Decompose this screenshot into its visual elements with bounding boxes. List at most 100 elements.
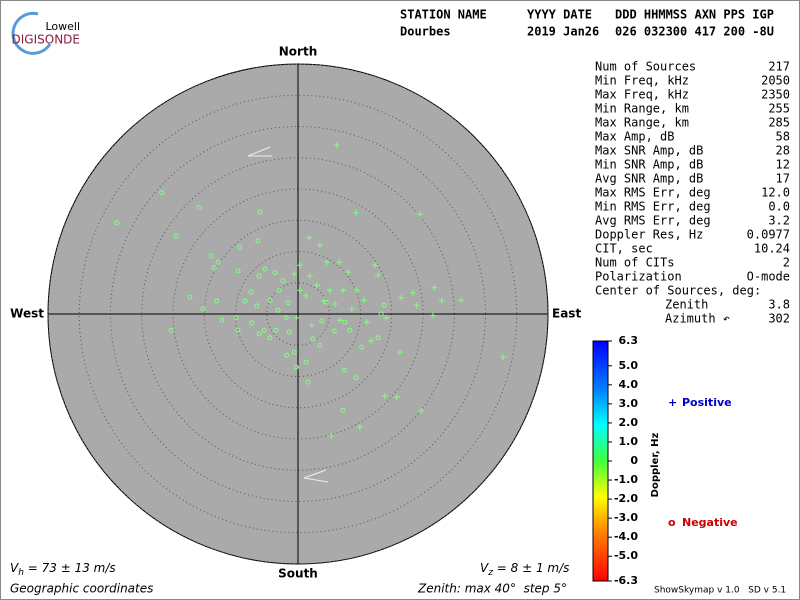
source-positive: [296, 262, 303, 269]
source-positive: [293, 314, 300, 321]
colorbar-tick-label: 0: [630, 454, 638, 467]
source-positive: [340, 287, 346, 294]
source-negative: [353, 375, 359, 381]
source-positive: [353, 287, 360, 294]
stat-label: CIT, sec: [595, 242, 653, 256]
stat-value: 12: [776, 158, 790, 172]
source-negative: [331, 328, 337, 334]
source-positive: [328, 432, 335, 439]
source-negative: [317, 342, 323, 348]
colorbar-tick-label: -6.3: [614, 574, 638, 587]
source-positive: [368, 337, 375, 344]
source-negative: [381, 302, 387, 308]
source-negative: [114, 220, 120, 226]
source-positive: [308, 322, 315, 329]
stat-label: Avg SNR Amp, dB: [595, 172, 703, 186]
logo-top: Lowell: [45, 20, 80, 33]
source-positive: [381, 392, 388, 399]
source-positive: [438, 297, 445, 304]
source-positive: [416, 211, 423, 217]
header-cell: YYYY DATE: [527, 8, 592, 22]
source-positive: [375, 272, 381, 279]
colorbar-tick-label: 1.0: [619, 435, 639, 448]
source-negative: [256, 273, 262, 279]
source-negative: [215, 259, 221, 265]
source-negative: [342, 319, 348, 325]
vz-sub: z: [487, 568, 493, 578]
source-positive: [383, 314, 390, 321]
colorbar-tick-label: 2.0: [619, 416, 639, 429]
source-negative: [173, 233, 179, 239]
stat-value: 2050: [761, 74, 790, 88]
source-positive: [430, 312, 436, 319]
stat-value: 255: [768, 102, 790, 116]
version-label: ShowSkymap v 1.0 SD v 5.1: [654, 586, 786, 596]
colorbar-tick-label: 3.0: [619, 397, 639, 410]
source-negative: [211, 265, 217, 271]
source-negative: [262, 266, 268, 272]
source-negative: [305, 379, 311, 385]
stat-label: Polarization: [595, 270, 682, 284]
legend-marker: +: [668, 396, 677, 409]
source-negative: [291, 349, 297, 355]
logo-swoosh: [11, 11, 52, 55]
source-negative: [200, 306, 206, 312]
stat-value: 3.8: [768, 298, 790, 312]
source-negative: [255, 238, 261, 244]
source-positive: [313, 282, 320, 289]
source-negative: [254, 303, 260, 309]
stat-value: 2350: [761, 88, 790, 102]
source-positive: [291, 271, 298, 277]
source-positive: [331, 301, 338, 307]
header-cell: 2019 Jan26: [527, 25, 599, 39]
stat-value: 0.0977: [747, 228, 790, 242]
stat-value: 3.2: [768, 214, 790, 228]
legend-marker: o: [668, 516, 676, 529]
source-negative: [267, 297, 273, 303]
colorbar-tick-label: -4.0: [614, 530, 638, 543]
source-positive: [413, 302, 420, 309]
vh-symbol: V: [10, 561, 19, 575]
source-positive: [348, 306, 355, 312]
source-negative: [276, 287, 282, 293]
source-positive: [333, 142, 340, 149]
source-positive: [306, 272, 313, 279]
stat-value: 285: [768, 116, 790, 130]
header-cell: DDD HHMMSS AXN PPS IGP: [615, 8, 774, 22]
stat-label: Min SNR Amp, dB: [595, 158, 703, 172]
vh-sub: h: [18, 568, 24, 578]
source-negative: [286, 329, 292, 335]
stat-label: Avg RMS Err, deg: [595, 214, 711, 228]
header-cell: Dourbes: [400, 25, 451, 39]
source-negative: [285, 300, 291, 306]
direction-label: South: [278, 567, 318, 581]
source-negative: [242, 298, 248, 304]
source-positive: [396, 349, 403, 356]
stat-label: Max Amp, dB: [595, 130, 674, 144]
zenith-label: Zenith: max 40° step 5°: [417, 582, 567, 596]
stat-value: 17: [776, 172, 790, 186]
source-positive: [398, 294, 405, 301]
source-negative: [319, 318, 325, 324]
source-negative: [375, 335, 381, 341]
colorbar-tick-label: 4.0: [619, 378, 639, 391]
source-negative: [359, 344, 365, 350]
source-positive: [336, 317, 343, 324]
source-negative: [196, 205, 202, 211]
stat-value: 10.24: [754, 242, 790, 256]
source-positive: [458, 297, 465, 304]
source-negative: [293, 364, 299, 370]
stat-value: 58: [776, 130, 790, 144]
source-negative: [340, 407, 346, 413]
source-positive: [500, 354, 506, 361]
stat-label: Min Freq, kHz: [595, 74, 689, 88]
direction-label: North: [279, 45, 317, 59]
source-negative: [280, 278, 286, 284]
source-negative: [256, 331, 262, 337]
source-negative: [235, 268, 241, 274]
source-positive: [326, 287, 333, 294]
source-positive: [356, 424, 363, 431]
source-negative: [341, 367, 347, 373]
source-negative: [323, 299, 329, 305]
source-positive: [410, 289, 416, 296]
